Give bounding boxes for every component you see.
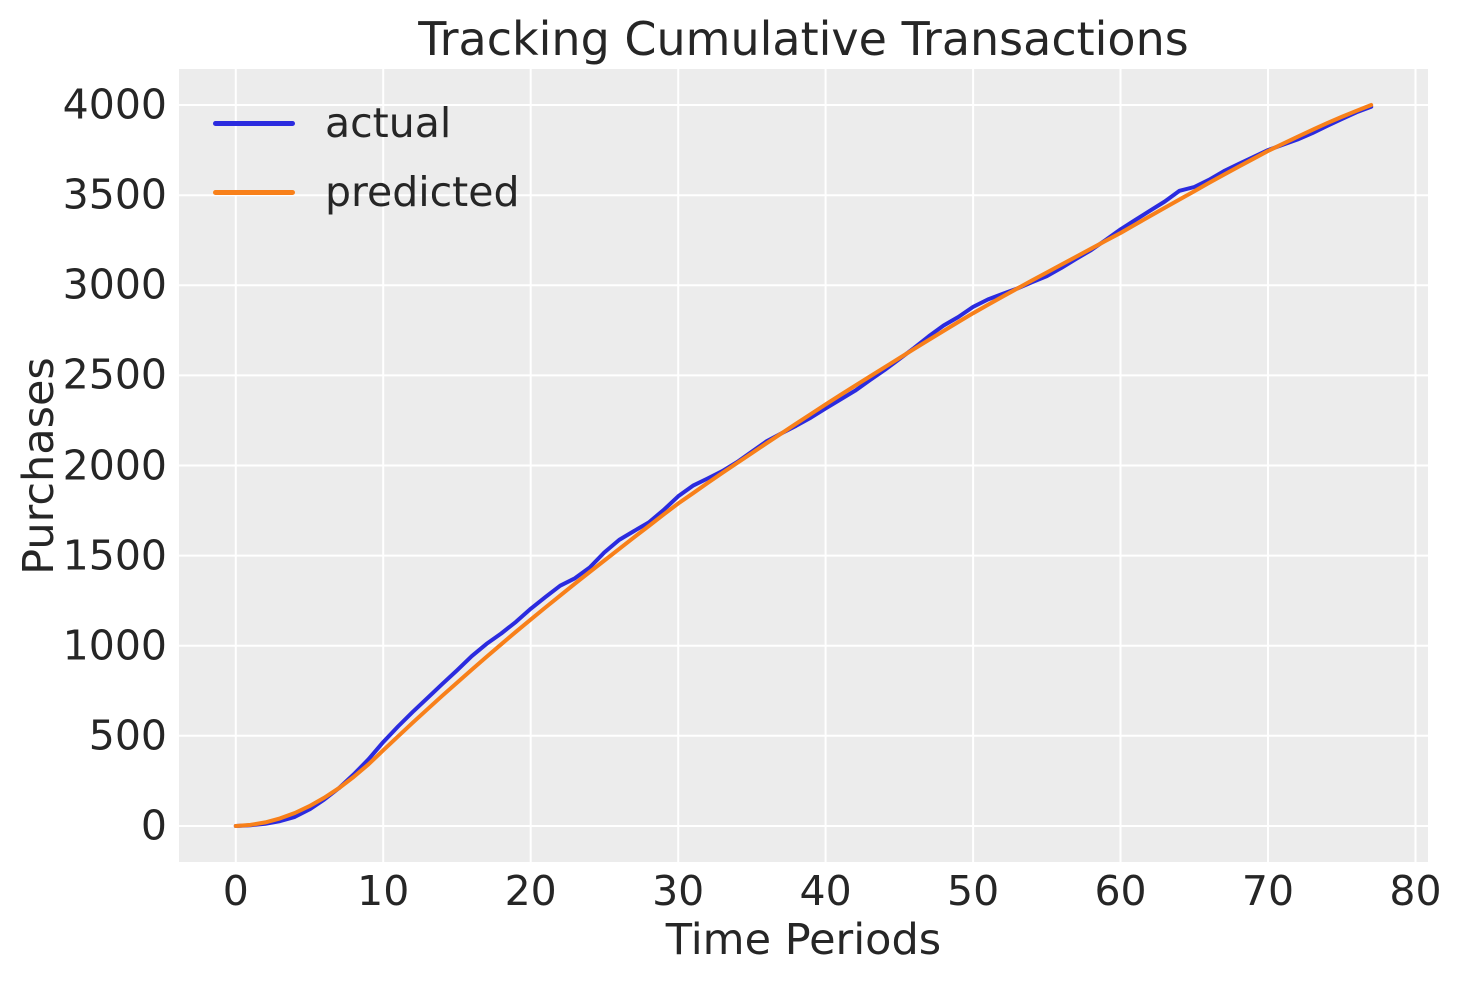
y-tick-label: 2500 xyxy=(62,350,167,399)
y-tick-label: 1500 xyxy=(62,531,167,580)
y-tick-label: 3500 xyxy=(62,170,167,219)
y-tick-label: 0 xyxy=(140,801,167,850)
y-axis-label: Purchases xyxy=(14,357,65,575)
y-tick-label: 4000 xyxy=(62,80,167,129)
legend-label-predicted: predicted xyxy=(325,168,520,216)
x-tick-label: 50 xyxy=(946,867,1000,915)
x-axis-label: Time Periods xyxy=(665,915,942,965)
legend-label-actual: actual xyxy=(325,99,452,147)
x-tick-label: 10 xyxy=(357,867,410,915)
y-tick-label: 3000 xyxy=(62,260,167,309)
x-tick-label: 20 xyxy=(504,867,557,915)
x-tick-label: 30 xyxy=(652,867,705,915)
y-tick-label: 2000 xyxy=(62,441,167,489)
y-tick-label: 500 xyxy=(88,711,167,760)
x-tick-label: 0 xyxy=(222,867,249,915)
x-tick-label: 80 xyxy=(1389,867,1442,915)
x-tick-label: 70 xyxy=(1241,867,1295,915)
chart-canvas xyxy=(179,69,1428,862)
y-tick-label: 1000 xyxy=(62,621,167,670)
x-tick-label: 60 xyxy=(1094,867,1147,915)
plot-area xyxy=(179,69,1428,862)
actual-line-swatch xyxy=(213,120,295,126)
legend-entry-predicted: predicted xyxy=(213,168,520,216)
legend-entry-actual: actual xyxy=(213,99,520,147)
x-tick-label: 40 xyxy=(799,867,852,915)
predicted-line-swatch xyxy=(213,189,295,195)
chart-title: Tracking Cumulative Transactions xyxy=(418,12,1189,66)
legend: actual predicted xyxy=(213,99,520,216)
